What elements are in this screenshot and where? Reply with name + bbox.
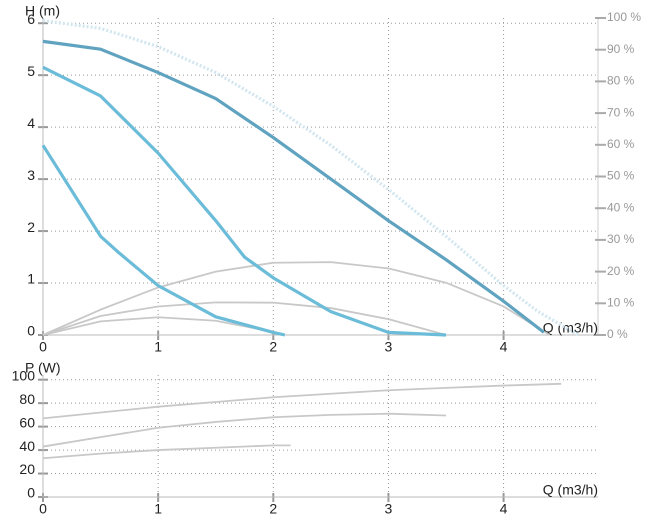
y2-tick-label: 30 % [607, 232, 635, 246]
y-tick-label: 0 [27, 323, 35, 339]
curve [42, 382, 562, 420]
y2-tick-label: 40 % [607, 200, 635, 214]
y-tick-label: 3 [27, 167, 35, 183]
y2-tick-label: 100 % [607, 10, 641, 24]
x-tick-label: 3 [385, 501, 393, 517]
x-tick-label: 2 [269, 501, 277, 517]
x-tick-label: 4 [500, 339, 508, 355]
y-tick-label: 1 [27, 271, 35, 287]
curve [42, 39, 545, 334]
y2-tick-label: 0 % [607, 327, 628, 341]
y-tick-label: 60 [19, 414, 35, 430]
y-tick-label: 80 [19, 391, 35, 407]
y-axis-label: P (W) [25, 360, 61, 376]
y-tick-label: 2 [27, 219, 35, 235]
curve [41, 144, 286, 337]
y2-tick-label: 90 % [607, 42, 635, 56]
curve [42, 301, 447, 336]
y-tick-label: 40 [19, 438, 35, 454]
x-tick-label: 0 [39, 501, 47, 517]
curve [42, 65, 447, 337]
curve [42, 444, 291, 460]
y2-tick-label: 80 % [607, 74, 635, 88]
y-tick-label: 6 [27, 11, 35, 27]
curve [42, 412, 447, 448]
x-axis-label: Q (m3/h) [543, 482, 598, 498]
x-tick-label: 2 [269, 339, 277, 355]
x-tick-label: 1 [154, 501, 162, 517]
y-tick-label: 100 [12, 367, 36, 383]
x-tick-label: 1 [154, 339, 162, 355]
y-tick-label: 5 [27, 63, 35, 79]
x-axis-label: Q (m3/h) [543, 320, 598, 336]
y2-tick-label: 20 % [607, 264, 635, 278]
y-axis-label: H (m) [25, 3, 60, 19]
curve [42, 261, 551, 336]
y-tick-label: 4 [27, 115, 35, 131]
curve [42, 19, 580, 337]
y-tick-label: 0 [27, 485, 35, 501]
x-tick-label: 4 [500, 501, 508, 517]
y2-tick-label: 50 % [607, 169, 635, 183]
x-tick-label: 3 [385, 339, 393, 355]
y2-tick-label: 10 % [607, 295, 635, 309]
y2-tick-label: 60 % [607, 137, 635, 151]
x-tick-label: 0 [39, 339, 47, 355]
y-tick-label: 20 [19, 461, 35, 477]
y2-tick-label: 70 % [607, 105, 635, 119]
